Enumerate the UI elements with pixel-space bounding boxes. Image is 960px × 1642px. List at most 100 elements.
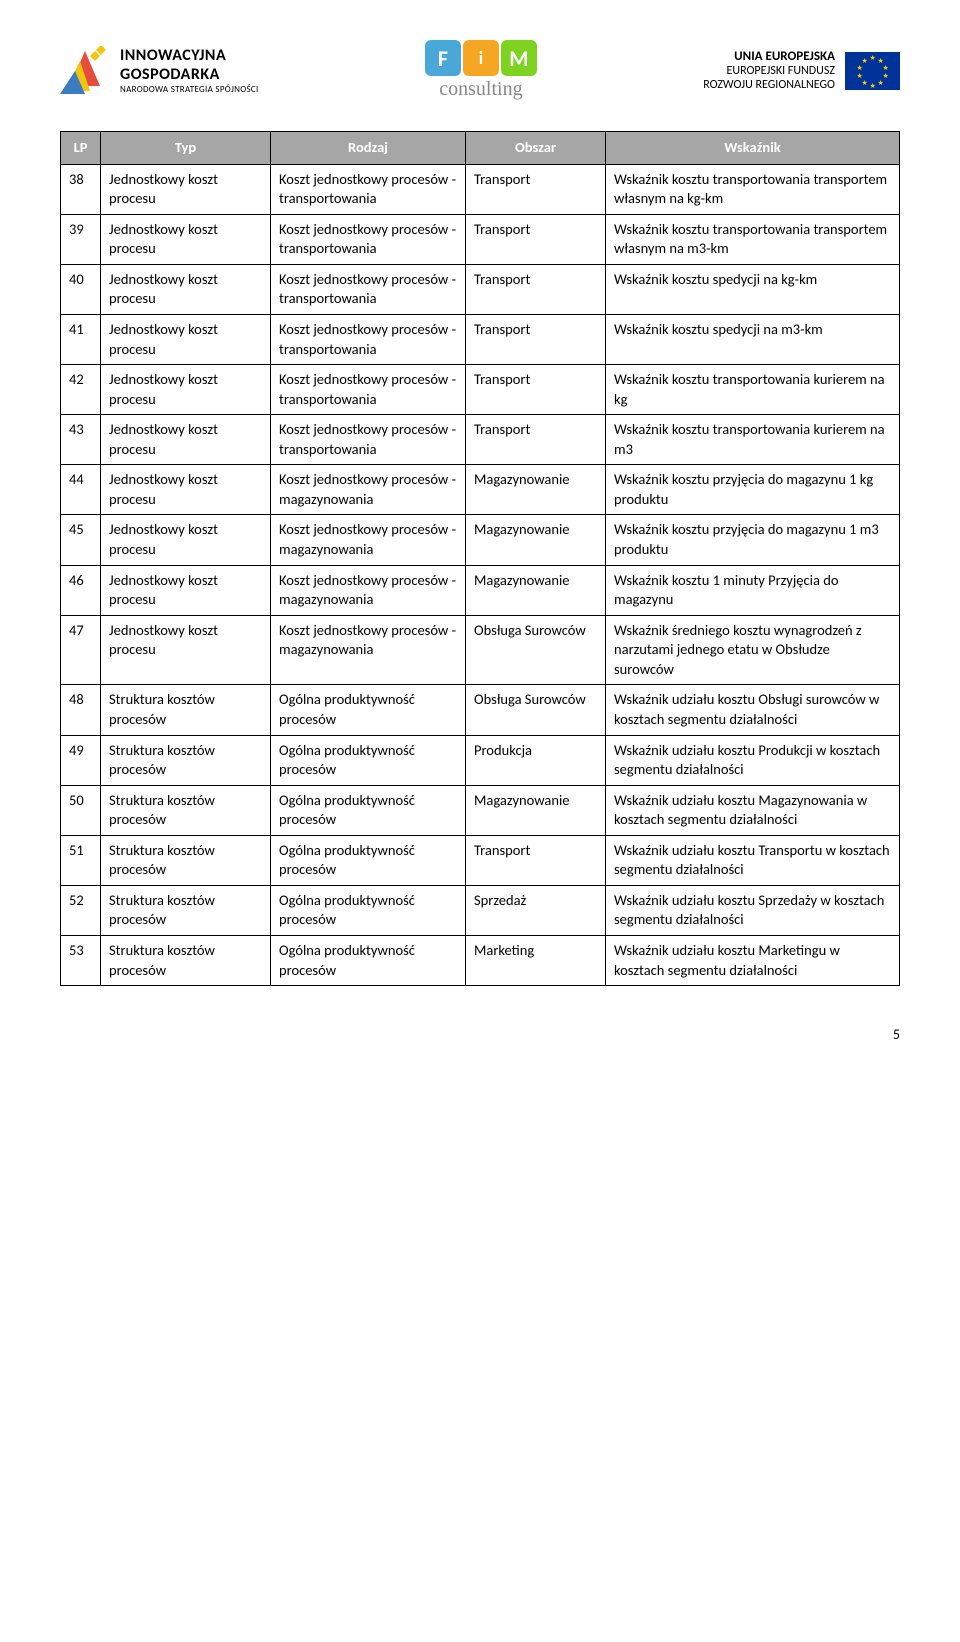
fim-boxes: F i M xyxy=(425,40,537,76)
cell-lp: 47 xyxy=(61,615,101,685)
document-page: INNOWACYJNA GOSPODARKA NARODOWA STRATEGI… xyxy=(0,0,960,1063)
data-table: LP Typ Rodzaj Obszar Wskaźnik 38Jednostk… xyxy=(60,131,900,986)
header-logos: INNOWACYJNA GOSPODARKA NARODOWA STRATEGI… xyxy=(60,40,900,101)
cell-wskaznik: Wskaźnik kosztu spedycji na m3-km xyxy=(606,314,900,364)
logo-left-line1: INNOWACYJNA xyxy=(120,46,259,65)
cell-lp: 49 xyxy=(61,735,101,785)
table-row: 45Jednostkowy koszt procesuKoszt jednost… xyxy=(61,515,900,565)
cell-typ: Jednostkowy koszt procesu xyxy=(101,515,271,565)
cell-lp: 38 xyxy=(61,164,101,214)
logo-right: UNIA EUROPEJSKA EUROPEJSKI FUNDUSZ ROZWO… xyxy=(703,49,900,92)
cell-typ: Jednostkowy koszt procesu xyxy=(101,415,271,465)
table-row: 49Struktura kosztów procesówOgólna produ… xyxy=(61,735,900,785)
cell-wskaznik: Wskaźnik udziału kosztu Transportu w kos… xyxy=(606,835,900,885)
cell-rodzaj: Koszt jednostkowy procesów - transportow… xyxy=(271,314,466,364)
table-row: 51Struktura kosztów procesówOgólna produ… xyxy=(61,835,900,885)
cell-rodzaj: Koszt jednostkowy procesów - transportow… xyxy=(271,264,466,314)
table-row: 52Struktura kosztów procesówOgólna produ… xyxy=(61,885,900,935)
cell-lp: 44 xyxy=(61,465,101,515)
logo-right-line1: UNIA EUROPEJSKA xyxy=(703,49,835,64)
cell-rodzaj: Koszt jednostkowy procesów - transportow… xyxy=(271,164,466,214)
header-rodzaj: Rodzaj xyxy=(271,132,466,165)
cell-rodzaj: Ogólna produktywność procesów xyxy=(271,835,466,885)
header-wskaznik: Wskaźnik xyxy=(606,132,900,165)
table-row: 41Jednostkowy koszt procesuKoszt jednost… xyxy=(61,314,900,364)
cell-obszar: Transport xyxy=(466,214,606,264)
cell-rodzaj: Koszt jednostkowy procesów - magazynowan… xyxy=(271,465,466,515)
table-row: 46Jednostkowy koszt procesuKoszt jednost… xyxy=(61,565,900,615)
table-row: 39Jednostkowy koszt procesuKoszt jednost… xyxy=(61,214,900,264)
cell-wskaznik: Wskaźnik kosztu transportowania kurierem… xyxy=(606,365,900,415)
cell-typ: Struktura kosztów procesów xyxy=(101,735,271,785)
fim-i-icon: i xyxy=(463,40,499,76)
cell-lp: 50 xyxy=(61,785,101,835)
cell-rodzaj: Koszt jednostkowy procesów - transportow… xyxy=(271,214,466,264)
cell-obszar: Produkcja xyxy=(466,735,606,785)
consulting-text: consulting xyxy=(425,78,537,101)
header-obszar: Obszar xyxy=(466,132,606,165)
cell-typ: Jednostkowy koszt procesu xyxy=(101,314,271,364)
cell-obszar: Magazynowanie xyxy=(466,565,606,615)
cell-obszar: Transport xyxy=(466,365,606,415)
cell-obszar: Obsługa Surowców xyxy=(466,685,606,735)
cell-obszar: Marketing xyxy=(466,936,606,986)
cell-obszar: Magazynowanie xyxy=(466,465,606,515)
cell-wskaznik: Wskaźnik udziału kosztu Produkcji w kosz… xyxy=(606,735,900,785)
fim-m-icon: M xyxy=(501,40,537,76)
cell-obszar: Magazynowanie xyxy=(466,785,606,835)
cell-rodzaj: Koszt jednostkowy procesów - magazynowan… xyxy=(271,515,466,565)
cell-wskaznik: Wskaźnik udziału kosztu Obsługi surowców… xyxy=(606,685,900,735)
cell-obszar: Sprzedaż xyxy=(466,885,606,935)
cell-lp: 46 xyxy=(61,565,101,615)
table-row: 40Jednostkowy koszt procesuKoszt jednost… xyxy=(61,264,900,314)
cell-wskaznik: Wskaźnik średniego kosztu wynagrodzeń z … xyxy=(606,615,900,685)
cell-obszar: Transport xyxy=(466,314,606,364)
cell-obszar: Transport xyxy=(466,164,606,214)
cell-lp: 40 xyxy=(61,264,101,314)
cell-wskaznik: Wskaźnik kosztu transportowania transpor… xyxy=(606,164,900,214)
cell-typ: Struktura kosztów procesów xyxy=(101,785,271,835)
cell-typ: Struktura kosztów procesów xyxy=(101,885,271,935)
cell-typ: Jednostkowy koszt procesu xyxy=(101,164,271,214)
logo-center: F i M consulting xyxy=(425,40,537,101)
cell-rodzaj: Ogólna produktywność procesów xyxy=(271,685,466,735)
fim-f-icon: F xyxy=(425,40,461,76)
header-typ: Typ xyxy=(101,132,271,165)
cell-wskaznik: Wskaźnik kosztu transportowania transpor… xyxy=(606,214,900,264)
cell-lp: 48 xyxy=(61,685,101,735)
cell-typ: Struktura kosztów procesów xyxy=(101,685,271,735)
table-row: 44Jednostkowy koszt procesuKoszt jednost… xyxy=(61,465,900,515)
cell-rodzaj: Ogólna produktywność procesów xyxy=(271,735,466,785)
cell-obszar: Obsługa Surowców xyxy=(466,615,606,685)
cell-rodzaj: Ogólna produktywność procesów xyxy=(271,785,466,835)
cell-typ: Jednostkowy koszt procesu xyxy=(101,365,271,415)
page-number: 5 xyxy=(60,1026,900,1043)
logo-left-text: INNOWACYJNA GOSPODARKA NARODOWA STRATEGI… xyxy=(120,46,259,95)
cell-rodzaj: Koszt jednostkowy procesów - transportow… xyxy=(271,415,466,465)
cell-lp: 42 xyxy=(61,365,101,415)
table-header-row: LP Typ Rodzaj Obszar Wskaźnik xyxy=(61,132,900,165)
cell-obszar: Transport xyxy=(466,264,606,314)
table-row: 50Struktura kosztów procesówOgólna produ… xyxy=(61,785,900,835)
cell-typ: Struktura kosztów procesów xyxy=(101,835,271,885)
cell-obszar: Transport xyxy=(466,415,606,465)
cell-wskaznik: Wskaźnik udziału kosztu Marketingu w kos… xyxy=(606,936,900,986)
logo-right-text: UNIA EUROPEJSKA EUROPEJSKI FUNDUSZ ROZWO… xyxy=(703,49,835,92)
logo-left-line2: GOSPODARKA xyxy=(120,65,259,84)
table-row: 47Jednostkowy koszt procesuKoszt jednost… xyxy=(61,615,900,685)
innowacyjna-gospodarka-icon xyxy=(60,46,110,96)
header-lp: LP xyxy=(61,132,101,165)
logo-right-line2: EUROPEJSKI FUNDUSZ xyxy=(703,64,835,78)
cell-lp: 45 xyxy=(61,515,101,565)
table-row: 42Jednostkowy koszt procesuKoszt jednost… xyxy=(61,365,900,415)
cell-wskaznik: Wskaźnik kosztu przyjęcia do magazynu 1 … xyxy=(606,465,900,515)
cell-obszar: Magazynowanie xyxy=(466,515,606,565)
logo-left: INNOWACYJNA GOSPODARKA NARODOWA STRATEGI… xyxy=(60,46,259,96)
cell-rodzaj: Ogólna produktywność procesów xyxy=(271,885,466,935)
cell-obszar: Transport xyxy=(466,835,606,885)
table-row: 48Struktura kosztów procesówOgólna produ… xyxy=(61,685,900,735)
cell-lp: 41 xyxy=(61,314,101,364)
cell-typ: Jednostkowy koszt procesu xyxy=(101,465,271,515)
table-row: 43Jednostkowy koszt procesuKoszt jednost… xyxy=(61,415,900,465)
cell-wskaznik: Wskaźnik kosztu przyjęcia do magazynu 1 … xyxy=(606,515,900,565)
